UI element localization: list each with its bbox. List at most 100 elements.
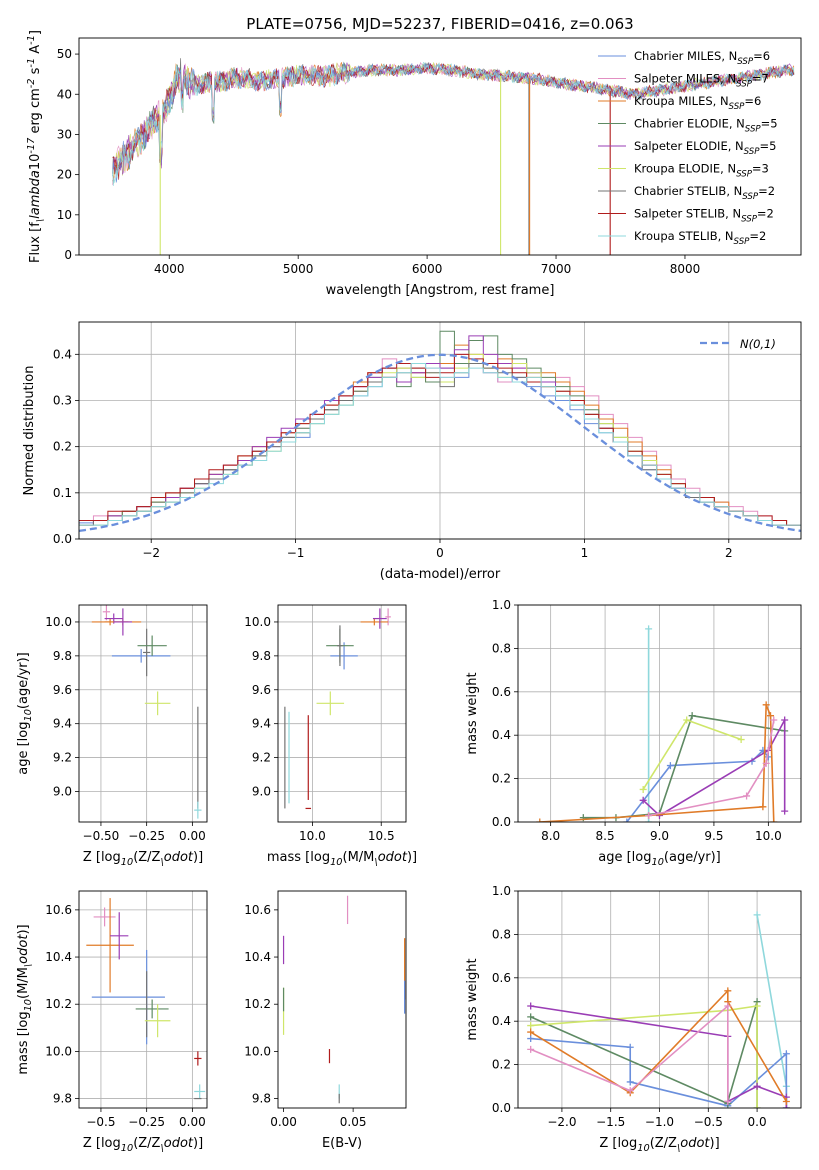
- y-tick-label: 0: [64, 248, 72, 262]
- y-tick-label: 9.8: [252, 649, 271, 663]
- y-axis-label: mass weight: [465, 958, 480, 1040]
- weight-marker: [527, 1002, 535, 1010]
- weight-marker: [782, 1097, 790, 1105]
- y-tick-label: 9.2: [53, 751, 72, 765]
- plot-area: [112, 58, 795, 255]
- y-tick-label: 0.6: [492, 971, 511, 985]
- y-tick-label: 0.3: [53, 393, 72, 407]
- y-tick-label: 0.2: [492, 1058, 511, 1072]
- y-tick-label: 10.2: [45, 997, 72, 1011]
- y-tick-label: 9.2: [252, 751, 271, 765]
- weight-marker: [639, 785, 647, 793]
- x-tick-label: 10.5: [368, 829, 395, 843]
- y-tick-label: 0.1: [53, 486, 72, 500]
- y-tick-label: 0.0: [492, 1101, 511, 1115]
- x-axis-label: mass [log10(M/M\odot)]: [267, 850, 417, 868]
- weight-marker: [770, 818, 778, 822]
- weight-marker: [645, 811, 653, 819]
- y-tick-label: 10.4: [244, 950, 271, 964]
- weight-line: [530, 1005, 758, 1108]
- x-tick-label: 10.0: [299, 829, 326, 843]
- weight-line: [530, 1004, 729, 1102]
- x-tick-label: 8.5: [596, 829, 615, 843]
- panel-z-vs-mass: −0.5 −0.25 0.00 9.8 10.0 10.2 10.4 10.6 Z [log10…: [16, 890, 208, 1154]
- panels: 4000 5000 6000 7000 800001020304050wavelengt…: [16, 30, 802, 1154]
- legend: Chabrier MILES, NSSP=6 Salpeter MILES, NS…: [598, 49, 778, 247]
- y-tick-label: 9.8: [53, 649, 72, 663]
- weight-marker: [645, 818, 653, 822]
- weight-marker: [626, 1078, 634, 1086]
- weight-marker: [626, 1043, 634, 1051]
- y-tick-label: 0.0: [492, 815, 511, 829]
- x-tick-label: 4000: [154, 262, 185, 276]
- x-axis-label: age [log10(age/yr)]: [598, 850, 721, 868]
- x-tick-label: 5000: [283, 262, 314, 276]
- plot-area: [284, 608, 391, 810]
- panel-ebv-vs-mass: 0.00 0.05 9.8 10.0 10.2 10.4 10.6 E(B-V): [244, 890, 407, 1151]
- weight-marker: [762, 701, 770, 709]
- x-axis-label: Z [log10(Z/Z\odot)]: [83, 1136, 203, 1154]
- x-axis-label: E(B-V): [322, 1136, 362, 1151]
- x-tick-label: 10.0: [755, 829, 782, 843]
- x-tick-label: 1: [581, 546, 589, 560]
- x-tick-label: 7000: [541, 262, 572, 276]
- y-tick-label: 9.6: [53, 683, 72, 697]
- y-tick-label: 10.6: [45, 903, 72, 917]
- weight-marker: [753, 1002, 761, 1010]
- y-tick-label: 10.6: [244, 903, 271, 917]
- x-tick-label: −2.0: [547, 1115, 576, 1129]
- panel-z-vs-weight: −2.0 −1.5 −1.0 −0.5 0.0 0.0 0.2 0.4 0.6 0.8 1.0 Z […: [465, 884, 802, 1154]
- axes-frame: [517, 604, 802, 823]
- weight-marker: [666, 762, 674, 770]
- weight-marker: [724, 1097, 732, 1105]
- weight-marker: [527, 1013, 535, 1021]
- x-tick-label: −1.0: [645, 1115, 674, 1129]
- legend-label: Kroupa MILES, NSSP=6: [634, 94, 761, 112]
- weight-marker: [767, 712, 775, 720]
- y-tick-label: 20: [57, 168, 72, 182]
- weight-line: [539, 704, 775, 822]
- legend-label: Kroupa STELIB, NSSP=2: [634, 229, 766, 247]
- y-axis-label: Normed distribution: [22, 366, 37, 496]
- weight-line: [530, 1001, 758, 1108]
- y-tick-label: 9.0: [53, 784, 72, 798]
- weight-marker: [688, 712, 696, 720]
- y-tick-label: 10: [57, 208, 72, 222]
- weight-marker: [724, 987, 732, 995]
- legend-label: N(0,1): [740, 337, 776, 351]
- x-axis-label: (data-model)/error: [380, 567, 501, 582]
- x-tick-label: −1.5: [596, 1115, 625, 1129]
- x-tick-label: 6000: [412, 262, 443, 276]
- plot-area: [536, 625, 789, 822]
- y-tick-label: 0.2: [492, 772, 511, 786]
- weight-marker: [782, 1104, 790, 1108]
- y-tick-label: 9.4: [252, 717, 271, 731]
- y-tick-label: 9.8: [252, 1092, 271, 1106]
- histogram-step: [79, 363, 801, 539]
- x-tick-label: 8.0: [541, 829, 560, 843]
- axes-frame: [78, 321, 802, 540]
- plot-area: [91, 605, 202, 819]
- y-tick-label: 1.0: [492, 598, 511, 612]
- legend-label: Chabrier MILES, NSSP=6: [634, 49, 770, 67]
- x-tick-label: −0.50: [83, 829, 120, 843]
- weight-marker: [683, 716, 691, 724]
- weight-marker: [626, 1087, 634, 1095]
- x-tick-label: 0.05: [340, 1115, 367, 1129]
- weight-marker: [781, 807, 789, 815]
- x-tick-label: 0.00: [270, 1115, 297, 1129]
- spectrum-line: [112, 62, 795, 183]
- y-tick-label: 9.6: [252, 683, 271, 697]
- y-tick-label: 50: [57, 47, 72, 61]
- weight-marker: [782, 1050, 790, 1058]
- legend-label: Salpeter MILES, NSSP=7: [634, 72, 769, 90]
- y-tick-label: 0.4: [492, 728, 511, 742]
- x-tick-label: −0.5: [86, 1115, 115, 1129]
- x-axis-label: wavelength [Angstrom, rest frame]: [326, 283, 555, 298]
- gaussian-curve: [79, 353, 801, 533]
- weight-line: [648, 719, 775, 817]
- weight-marker: [724, 1002, 732, 1010]
- x-tick-label: 8000: [670, 262, 701, 276]
- weight-line: [583, 714, 785, 819]
